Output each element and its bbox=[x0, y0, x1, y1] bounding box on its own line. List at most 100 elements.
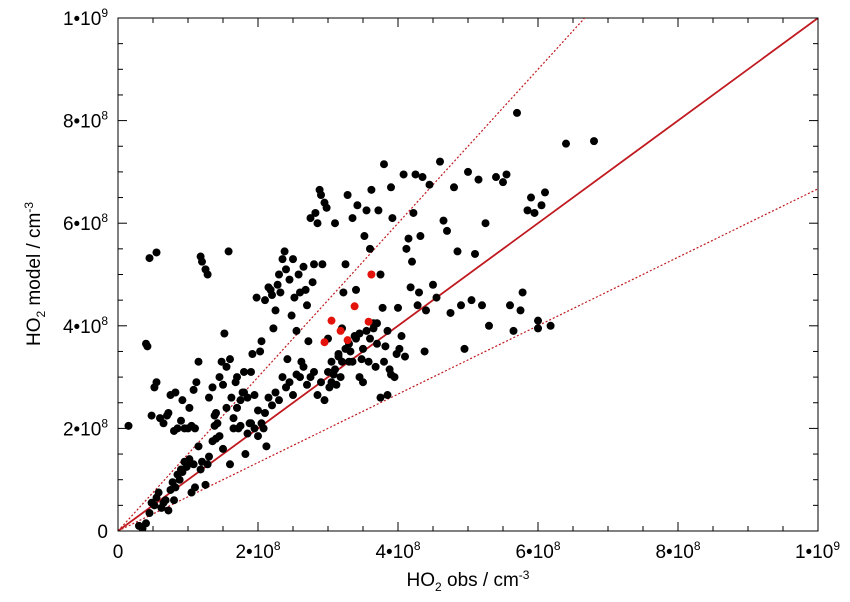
data-point bbox=[509, 326, 518, 335]
data-point bbox=[404, 234, 413, 243]
data-point bbox=[280, 247, 289, 256]
x-tick-label-base: 6•10 bbox=[515, 542, 553, 563]
x-tick-label-exp: 8 bbox=[414, 539, 421, 553]
data-point bbox=[254, 432, 262, 441]
data-point bbox=[429, 280, 437, 289]
data-point bbox=[406, 283, 415, 292]
data-point bbox=[294, 270, 303, 279]
data-point bbox=[324, 367, 332, 376]
data-point bbox=[257, 337, 266, 346]
data-point bbox=[189, 385, 198, 394]
data-point bbox=[229, 424, 238, 433]
data-point bbox=[254, 406, 262, 415]
data-point bbox=[318, 260, 327, 269]
data-point bbox=[236, 396, 245, 405]
data-point bbox=[226, 460, 234, 469]
data-point bbox=[210, 421, 219, 430]
data-point bbox=[303, 301, 311, 310]
data-point bbox=[464, 167, 472, 176]
data-point bbox=[243, 429, 252, 438]
data-point bbox=[256, 347, 265, 356]
data-point bbox=[397, 332, 406, 341]
data-point bbox=[217, 357, 226, 366]
data-point bbox=[399, 170, 408, 179]
data-point bbox=[457, 301, 465, 310]
data-point bbox=[233, 373, 241, 382]
data-point bbox=[415, 288, 423, 297]
x-tick-label: 1•109 bbox=[795, 539, 840, 563]
data-point bbox=[219, 380, 227, 389]
y-tick-label-exp: 8 bbox=[101, 416, 108, 430]
data-point bbox=[145, 254, 154, 263]
data-point bbox=[196, 465, 205, 474]
data-point bbox=[289, 391, 297, 400]
data-point bbox=[247, 367, 255, 376]
data-point bbox=[485, 321, 493, 330]
data-point bbox=[208, 383, 217, 392]
data-point bbox=[283, 355, 292, 364]
data-point bbox=[185, 403, 194, 412]
data-point bbox=[409, 208, 418, 217]
y-axis-label: HO2 model / cm-3 bbox=[22, 202, 48, 346]
data-point bbox=[590, 137, 598, 146]
x-tick-label-base: 0 bbox=[113, 542, 124, 563]
data-point bbox=[304, 337, 313, 346]
data-point bbox=[175, 475, 184, 484]
data-point bbox=[299, 362, 308, 371]
data-point bbox=[376, 270, 385, 279]
data-point bbox=[278, 373, 287, 382]
data-point bbox=[546, 321, 555, 330]
data-point bbox=[311, 208, 320, 217]
data-point bbox=[250, 391, 259, 400]
data-point bbox=[152, 378, 161, 387]
data-point bbox=[373, 339, 381, 348]
y-axis-label-post: model / cm bbox=[24, 213, 45, 311]
highlight-point bbox=[336, 326, 345, 335]
data-point bbox=[194, 357, 203, 366]
x-axis-label-sub: 2 bbox=[435, 580, 442, 594]
highlight-point bbox=[350, 302, 359, 311]
data-point bbox=[416, 232, 425, 241]
data-point bbox=[478, 301, 486, 310]
data-point bbox=[287, 311, 296, 320]
data-point bbox=[275, 270, 283, 279]
data-point bbox=[343, 190, 352, 199]
data-point bbox=[257, 419, 266, 428]
x-tick-label: 0 bbox=[113, 542, 124, 563]
data-point bbox=[219, 444, 227, 453]
data-point bbox=[164, 409, 173, 418]
data-point bbox=[198, 257, 206, 266]
data-point bbox=[268, 401, 276, 410]
data-point bbox=[348, 357, 357, 366]
data-point bbox=[271, 388, 280, 397]
data-point bbox=[450, 183, 458, 192]
data-point bbox=[518, 288, 527, 297]
data-point bbox=[282, 265, 290, 274]
data-point bbox=[226, 355, 234, 364]
data-point bbox=[154, 488, 163, 497]
y-tick-label-base: 8•10 bbox=[63, 112, 101, 133]
highlight-point bbox=[343, 336, 352, 345]
data-point bbox=[362, 326, 371, 335]
y-tick-label: 6•108 bbox=[63, 211, 108, 235]
data-point bbox=[420, 347, 429, 356]
data-point bbox=[380, 160, 388, 169]
data-point bbox=[357, 355, 366, 364]
x-tick-label: 4•108 bbox=[375, 539, 420, 563]
data-point bbox=[513, 108, 521, 117]
data-point bbox=[562, 139, 570, 148]
x-tick-label-base: 2•10 bbox=[235, 542, 273, 563]
data-point bbox=[289, 255, 297, 264]
data-point bbox=[227, 393, 236, 402]
data-point bbox=[224, 247, 233, 256]
data-point bbox=[471, 249, 479, 258]
data-point bbox=[285, 275, 294, 284]
data-point bbox=[332, 380, 341, 389]
data-points bbox=[124, 108, 598, 531]
data-point bbox=[124, 421, 133, 430]
x-tick-label-exp: 8 bbox=[694, 539, 701, 553]
data-point bbox=[364, 357, 373, 366]
data-point bbox=[334, 350, 343, 359]
data-point bbox=[352, 285, 360, 294]
data-point bbox=[388, 214, 397, 223]
